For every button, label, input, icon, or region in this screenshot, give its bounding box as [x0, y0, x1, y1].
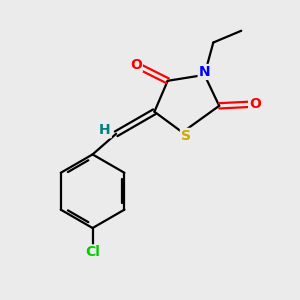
- Text: H: H: [99, 123, 111, 137]
- Text: N: N: [199, 65, 210, 79]
- Text: O: O: [130, 58, 142, 72]
- Text: O: O: [249, 97, 261, 111]
- Text: S: S: [181, 129, 191, 143]
- Text: Cl: Cl: [85, 245, 100, 260]
